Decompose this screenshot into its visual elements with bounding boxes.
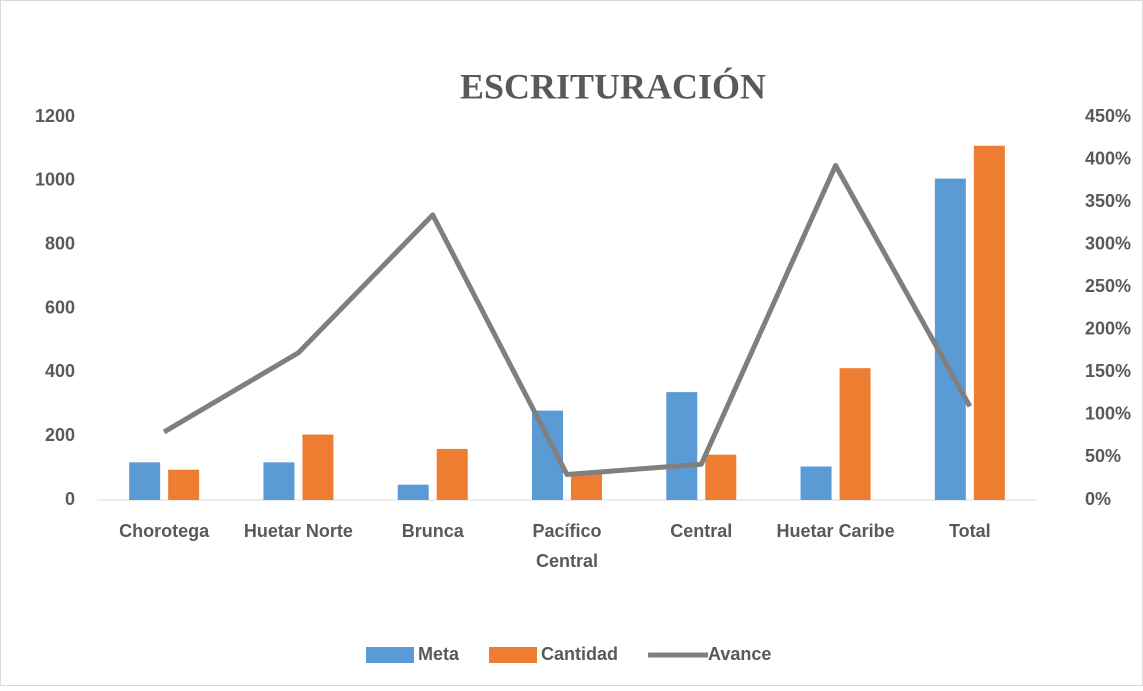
bar bbox=[168, 469, 200, 500]
y2-tick-label: 100% bbox=[1085, 404, 1131, 424]
bar bbox=[263, 462, 295, 500]
bar bbox=[129, 462, 161, 500]
x-tick-label: Total bbox=[949, 521, 991, 541]
x-tick-label: Huetar Norte bbox=[244, 521, 353, 541]
x-tick-label: Huetar Caribe bbox=[777, 521, 895, 541]
x-tick-label: Chorotega bbox=[119, 521, 210, 541]
y-tick-label: 600 bbox=[45, 297, 75, 317]
y-tick-label: 1000 bbox=[35, 170, 75, 190]
legend-swatch bbox=[366, 647, 414, 663]
y2-tick-label: 50% bbox=[1085, 446, 1121, 466]
bar bbox=[397, 484, 429, 500]
legend-swatch bbox=[489, 647, 538, 663]
legend-label: Meta bbox=[418, 644, 460, 664]
y-tick-label: 0 bbox=[65, 489, 75, 509]
bar bbox=[666, 392, 698, 500]
bar bbox=[839, 368, 871, 500]
y-tick-label: 400 bbox=[45, 361, 75, 381]
y-tick-label: 800 bbox=[45, 233, 75, 253]
bar bbox=[800, 466, 832, 500]
y2-tick-label: 400% bbox=[1085, 148, 1131, 168]
bar bbox=[436, 448, 468, 500]
bar bbox=[302, 434, 334, 500]
chart-title: ESCRITURACIÓN bbox=[460, 66, 766, 106]
y-tick-label: 1200 bbox=[35, 106, 75, 126]
line bbox=[162, 163, 973, 477]
y-tick-label: 200 bbox=[45, 425, 75, 445]
y2-tick-label: 350% bbox=[1085, 191, 1131, 211]
legend-label: Avance bbox=[708, 644, 771, 664]
bar bbox=[571, 472, 602, 500]
x-tick-label: Pacífico Central bbox=[532, 521, 601, 571]
y2-tick-label: 200% bbox=[1085, 319, 1131, 339]
bar bbox=[973, 145, 1005, 500]
y2-tick-label: 150% bbox=[1085, 361, 1131, 381]
x-tick-label: Central bbox=[670, 521, 732, 541]
legend-label: Cantidad bbox=[541, 644, 618, 664]
bar bbox=[934, 178, 966, 500]
y2-tick-label: 300% bbox=[1085, 233, 1131, 253]
x-tick-label: Brunca bbox=[402, 521, 465, 541]
bar bbox=[705, 454, 737, 500]
y2-tick-label: 450% bbox=[1085, 106, 1131, 126]
y2-tick-label: 0% bbox=[1085, 489, 1111, 509]
y2-tick-label: 250% bbox=[1085, 276, 1131, 296]
